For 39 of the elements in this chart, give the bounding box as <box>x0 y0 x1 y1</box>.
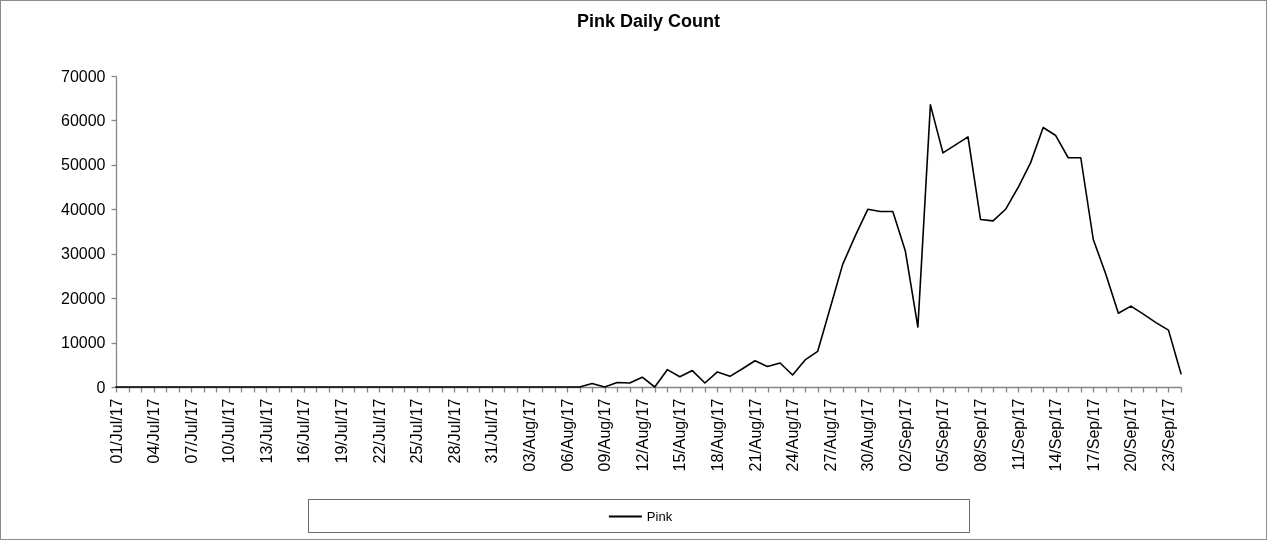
y-tick-label: 50000 <box>61 156 106 174</box>
x-tick-label: 01/Jul/17 <box>107 398 125 464</box>
x-tick-label: 21/Aug/17 <box>746 398 764 472</box>
y-tick-label: 0 <box>96 378 106 396</box>
x-tick-label: 12/Aug/17 <box>633 398 651 472</box>
x-tick-label: 30/Aug/17 <box>859 398 877 472</box>
x-tick-label: 22/Jul/17 <box>370 398 388 464</box>
chart-title: Pink Daily Count <box>576 11 721 31</box>
y-tick-label: 40000 <box>61 200 106 218</box>
x-tick-label: 31/Jul/17 <box>483 398 501 464</box>
y-tick-label: 30000 <box>61 245 106 263</box>
x-tick-label: 18/Aug/17 <box>708 398 726 472</box>
x-tick-label: 09/Aug/17 <box>596 398 614 472</box>
x-tick-label: 04/Jul/17 <box>145 398 163 464</box>
x-tick-label: 08/Sep/17 <box>972 398 990 472</box>
x-tick-label: 19/Jul/17 <box>333 398 351 464</box>
x-tick-label: 28/Jul/17 <box>445 398 463 464</box>
x-tick-label: 05/Sep/17 <box>934 398 952 472</box>
x-tick-label: 27/Aug/17 <box>821 398 839 472</box>
x-tick-label: 07/Jul/17 <box>182 398 200 464</box>
x-tick-label: 14/Sep/17 <box>1047 398 1065 472</box>
x-tick-label: 02/Sep/17 <box>896 398 914 472</box>
x-tick-label: 17/Sep/17 <box>1084 398 1102 472</box>
x-tick-label: 24/Aug/17 <box>784 398 802 472</box>
x-tick-label: 10/Jul/17 <box>220 398 238 464</box>
y-tick-label: 20000 <box>61 289 106 307</box>
x-tick-label: 06/Aug/17 <box>558 398 576 472</box>
x-tick-label: 11/Sep/17 <box>1009 398 1027 471</box>
y-tick-label: 70000 <box>61 67 106 85</box>
x-tick-label: 15/Aug/17 <box>671 398 689 472</box>
y-tick-label: 10000 <box>61 334 106 352</box>
x-tick-label: 23/Sep/17 <box>1159 398 1177 472</box>
x-tick-label: 16/Jul/17 <box>295 398 313 464</box>
x-tick-label: 03/Aug/17 <box>520 398 538 472</box>
x-tick-label: 20/Sep/17 <box>1122 398 1140 472</box>
x-tick-label: 13/Jul/17 <box>257 398 275 464</box>
legend-label: Pink <box>646 508 673 524</box>
x-tick-label: 25/Jul/17 <box>408 398 426 464</box>
y-tick-label: 60000 <box>61 111 106 129</box>
